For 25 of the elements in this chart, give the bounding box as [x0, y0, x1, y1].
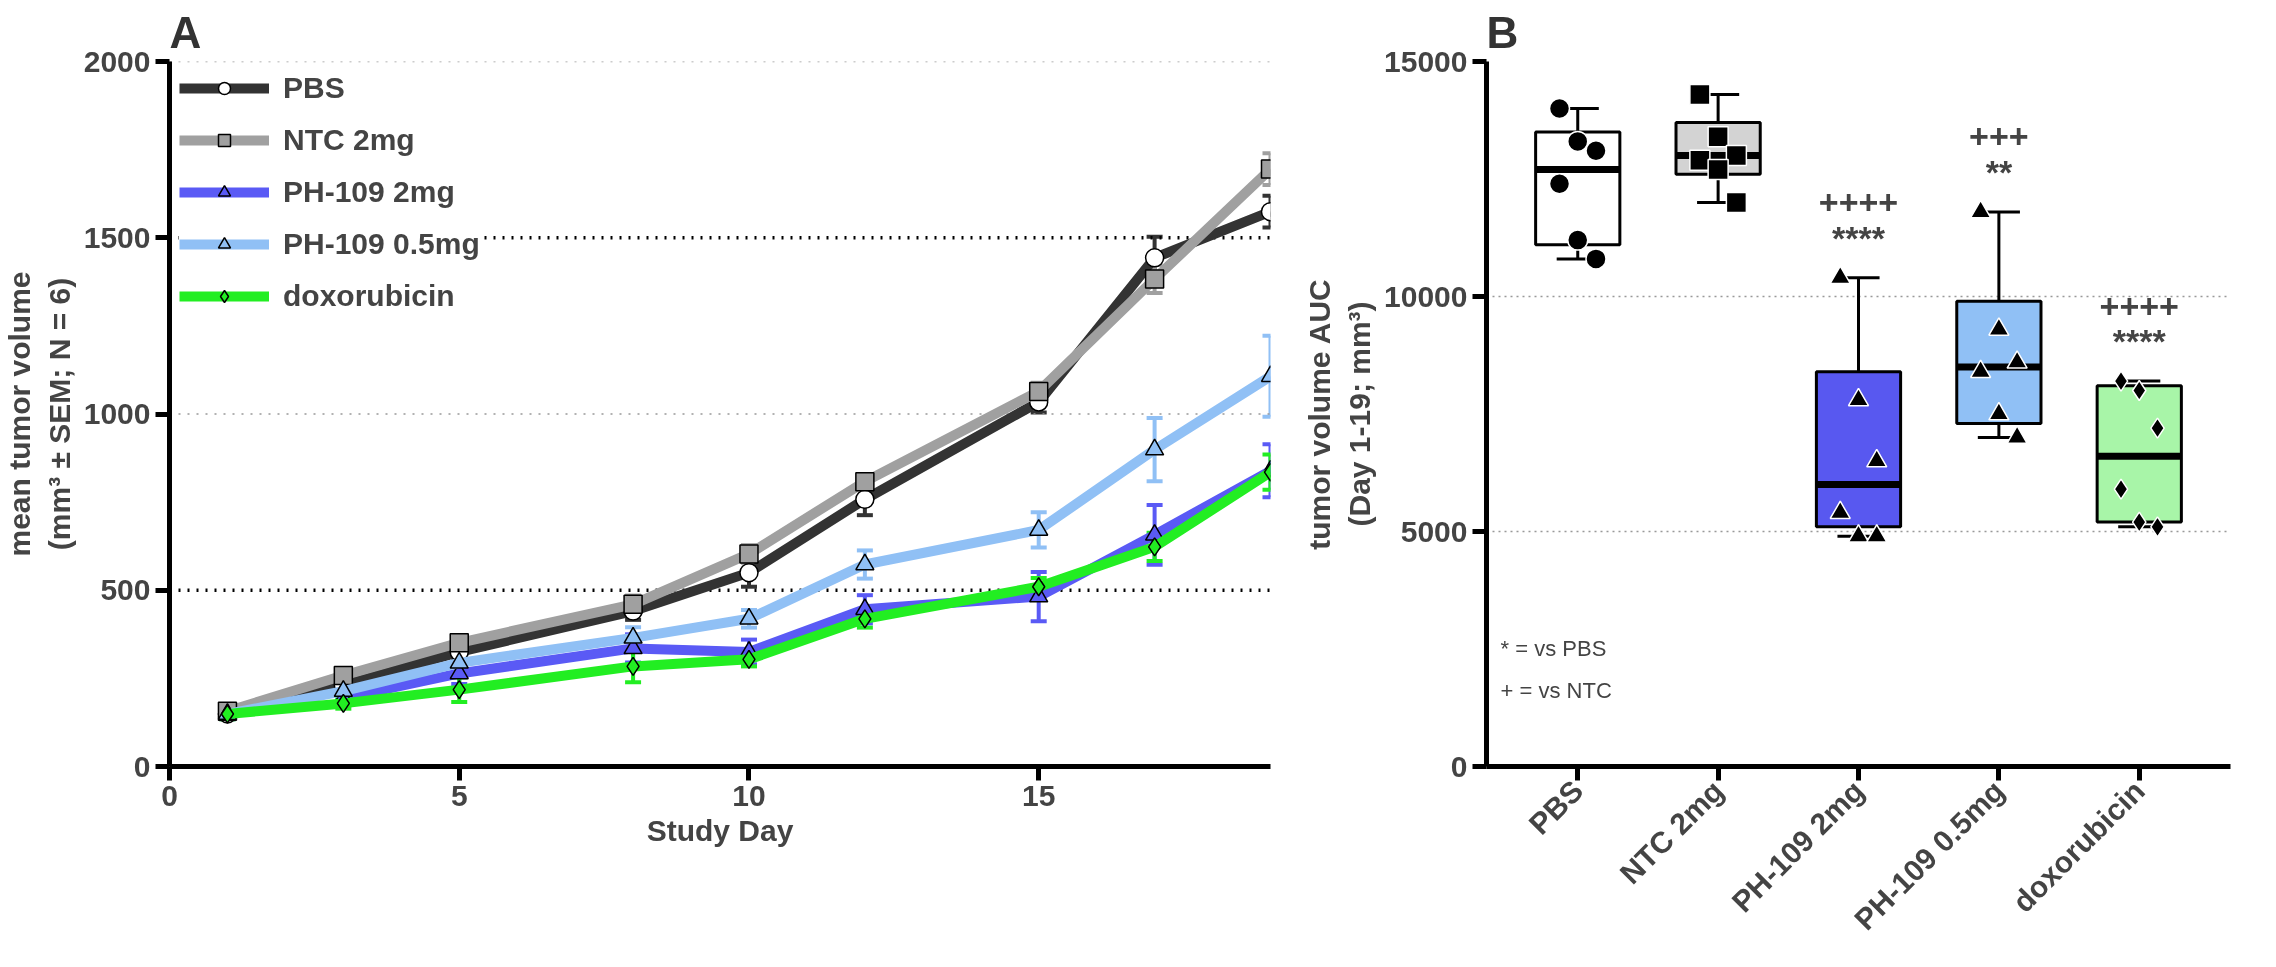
annotation: + = vs NTC [1500, 678, 1612, 704]
y-tick-label: 5000 [1400, 514, 1468, 548]
y-tick-label: 10000 [1384, 279, 1468, 313]
legend-label: doxorubicin [283, 279, 455, 313]
y-axis-title: mean tumor volume (mm³ ± SEM; N = 6) [3, 271, 76, 557]
legend-label: PH-109 0.5mg [283, 227, 480, 261]
legend-label: PH-109 2mg [283, 175, 455, 209]
y-tick-label: 0 [133, 749, 151, 783]
y-tick-label: 1000 [83, 397, 151, 430]
annotation: * = vs PBS [1500, 635, 1607, 661]
y-tick-label: 15000 [1384, 44, 1468, 78]
x-tick-label: 10 [732, 778, 766, 812]
chart-title: B [1486, 7, 1519, 57]
x-tick-label: 15 [1022, 778, 1056, 812]
legend-label: PBS [283, 71, 345, 105]
chart-title: A [169, 7, 202, 57]
legend-label: NTC 2mg [283, 123, 415, 157]
x-tick-label: 0 [161, 778, 178, 812]
x-tick-label: 5 [450, 778, 468, 812]
y-axis-title: tumor volume AUC (Day 1-19; mm³) [1303, 279, 1377, 550]
y-tick-label: 1500 [83, 220, 151, 254]
x-axis-title: Study Day [646, 813, 794, 847]
y-tick-label: 500 [100, 573, 151, 607]
y-tick-label: 2000 [83, 44, 151, 78]
y-tick-label: 0 [1450, 749, 1468, 783]
